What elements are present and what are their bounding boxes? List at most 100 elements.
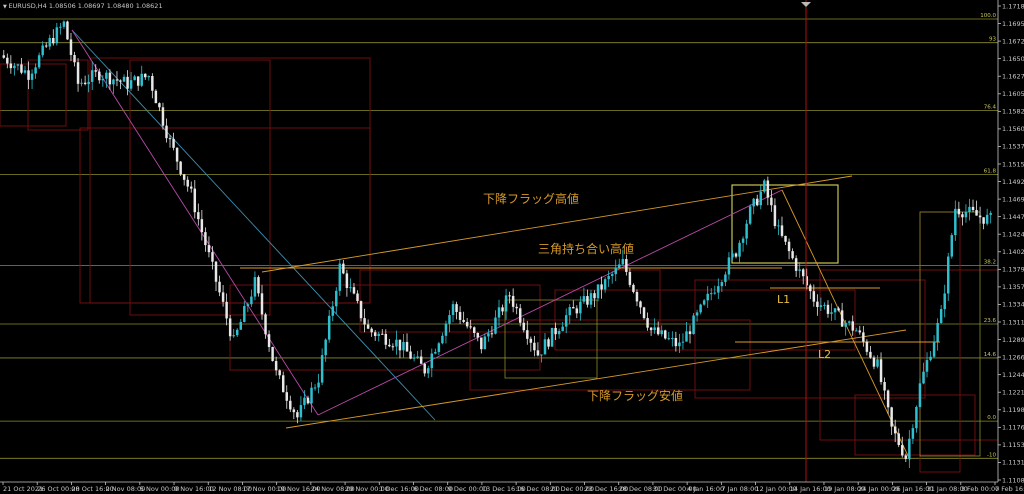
candle-body: [73, 54, 76, 63]
collapse-triangle-icon[interactable]: ▼: [3, 4, 8, 10]
candle-body: [154, 90, 158, 104]
x-tick-label: 23 Dec 16:00: [585, 485, 629, 493]
candle-body: [720, 282, 724, 287]
candle-body: [384, 333, 388, 345]
candle-body: [745, 223, 748, 239]
candle-body: [975, 210, 978, 216]
candle-body: [805, 276, 808, 286]
candle-body: [250, 296, 253, 305]
candle-body: [554, 327, 557, 335]
candle-body: [667, 338, 671, 340]
candle-body: [763, 180, 766, 192]
y-tick-label: 1.11985: [1002, 406, 1024, 414]
candle-body: [16, 64, 20, 66]
candle-body: [911, 428, 915, 439]
candle-body: [947, 256, 950, 294]
y-tick-label: 1.13345: [1002, 301, 1024, 309]
candle-body: [41, 45, 44, 56]
y-tick-label: 1.16725: [1002, 37, 1024, 45]
candle-body: [936, 322, 939, 342]
candle-body: [66, 21, 69, 40]
x-tick-label: 29 Nov 00:00: [345, 485, 389, 493]
candle-body: [296, 412, 299, 418]
candle-body: [837, 308, 840, 311]
candle-body: [883, 381, 886, 391]
candle-body: [702, 300, 706, 305]
candle-body: [766, 180, 770, 198]
range-boxes: [0, 57, 1001, 473]
x-tick-label: 9 Nov 16:00: [174, 485, 214, 493]
candle-body: [345, 273, 349, 288]
candle-body: [540, 354, 543, 356]
candle-body: [710, 293, 713, 295]
candle-body: [182, 174, 186, 180]
trend-line: [261, 175, 853, 273]
candle-body: [388, 344, 391, 347]
y-tick-label: 1.14470: [1002, 213, 1024, 221]
y-tick-label: 1.16955: [1002, 20, 1024, 28]
candle-body: [278, 370, 281, 376]
candle-body: [112, 79, 115, 85]
candle-body: [773, 205, 777, 226]
candle-body: [858, 330, 862, 333]
y-tick-label: 1.12665: [1002, 353, 1024, 361]
candle-body: [480, 337, 483, 350]
y-tick-label: 1.14920: [1002, 178, 1024, 186]
candle-body: [285, 392, 288, 401]
candle-body: [847, 321, 851, 323]
candle-body: [324, 339, 327, 356]
candle-body: [313, 387, 317, 389]
candle-body: [572, 307, 575, 309]
candle-body: [893, 426, 897, 434]
candle-body: [204, 232, 207, 246]
y-tick-label: 1.15150: [1002, 160, 1024, 168]
x-tick-label: 14 Jan 16:00: [790, 485, 831, 493]
range-box: [694, 279, 926, 399]
candle-body: [840, 310, 844, 327]
candle-body: [20, 64, 23, 73]
candle-body: [635, 291, 639, 302]
scroll-marker-icon[interactable]: [801, 2, 811, 7]
candle-body: [625, 259, 628, 272]
candle-body: [653, 327, 656, 331]
y-tick-label: 1.15600: [1002, 125, 1024, 133]
candle-body: [366, 324, 370, 329]
candle-body: [646, 318, 649, 328]
candle-body: [381, 333, 384, 335]
candle-body: [748, 206, 752, 224]
x-tick-label: 31 Jan 08:00: [927, 485, 968, 493]
candle-body: [929, 356, 932, 361]
candle-body: [172, 138, 175, 148]
candle-body: [55, 27, 59, 44]
candle-body: [833, 308, 837, 313]
candle-body: [342, 263, 345, 274]
y-tick-label: 1.16500: [1002, 55, 1024, 63]
l1-label: L1: [777, 293, 790, 306]
candle-body: [755, 198, 759, 206]
candle-body: [175, 147, 179, 162]
candle-body: [13, 65, 16, 69]
candle-body: [954, 208, 957, 236]
candle-body: [94, 70, 97, 72]
candle-body: [717, 286, 720, 293]
candle-body: [922, 371, 925, 384]
candle-body: [232, 335, 235, 337]
candle-body: [656, 327, 660, 335]
candle-body: [830, 312, 833, 314]
candle-body: [964, 212, 968, 218]
candle-body: [752, 198, 755, 207]
candle-body: [876, 359, 879, 367]
triangle-high-label: 三角持ち合い高値: [538, 241, 634, 256]
candle-body: [289, 400, 292, 410]
fib-level-label: 100.0: [980, 13, 996, 19]
candle-body: [621, 259, 625, 265]
candle-body: [377, 333, 380, 336]
candle-body: [526, 330, 529, 339]
x-tick-label: 26 Oct 00:00: [37, 485, 79, 493]
fib-level-label: 61.8: [984, 169, 997, 175]
candle-body: [462, 319, 465, 322]
candle-body: [603, 279, 607, 290]
candle-body: [890, 407, 893, 427]
y-tick-label: 1.14020: [1002, 248, 1024, 256]
